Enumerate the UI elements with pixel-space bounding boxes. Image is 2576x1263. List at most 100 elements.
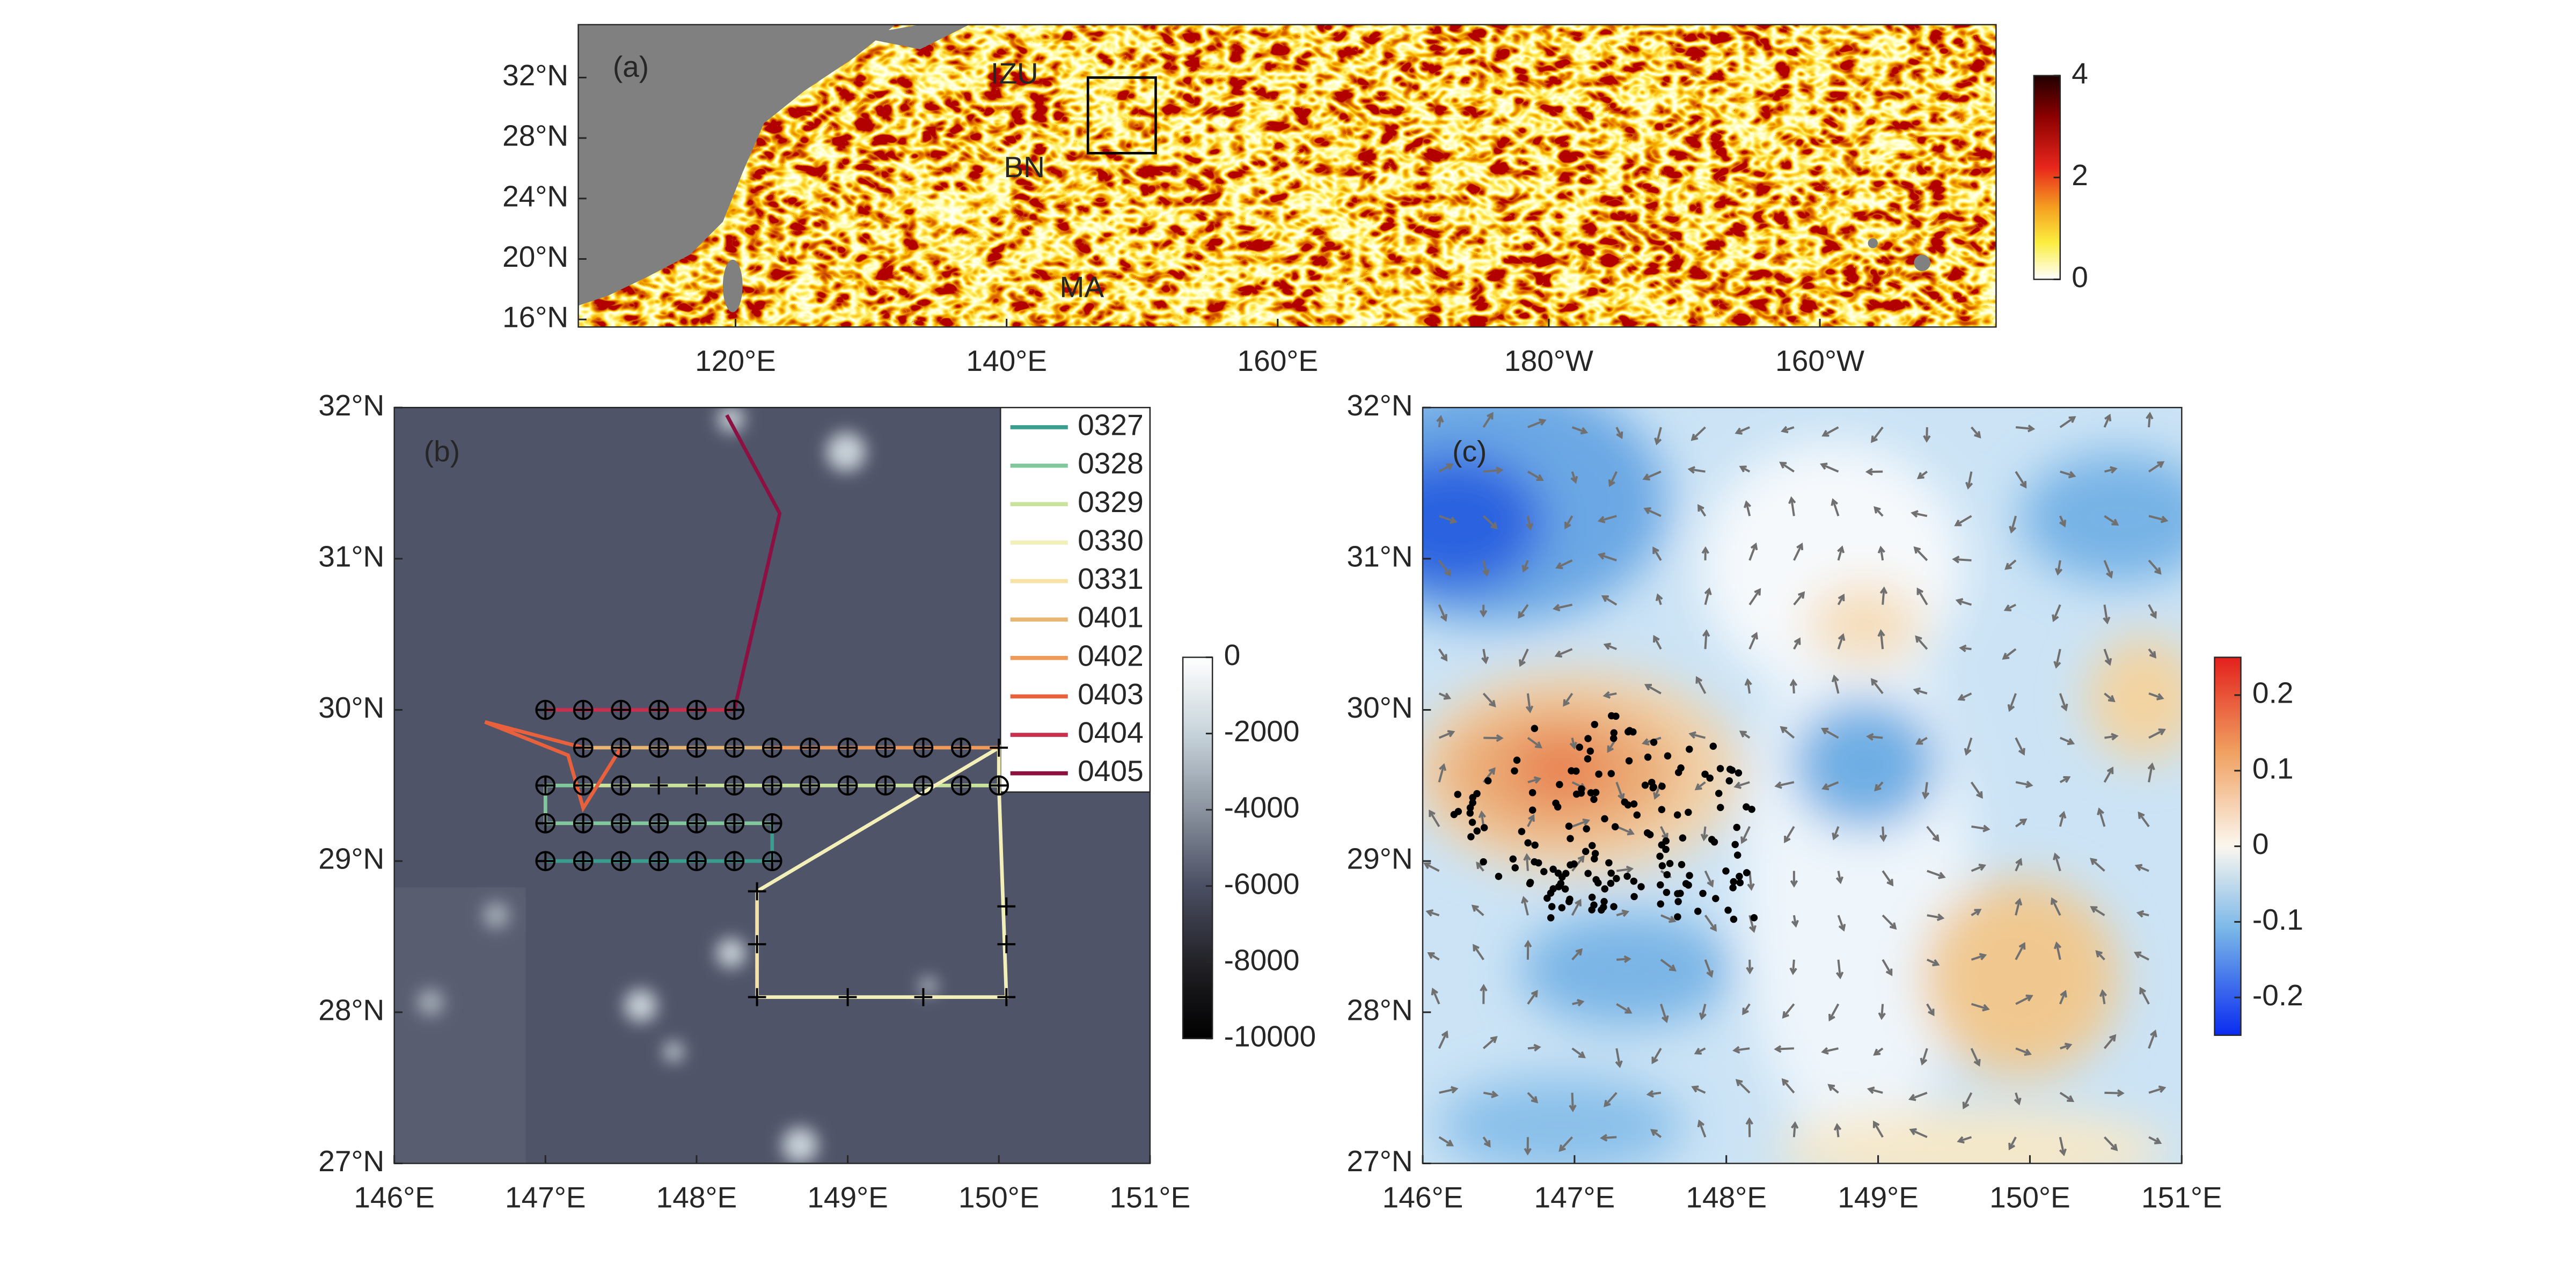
drifter-dot (1650, 739, 1658, 746)
arrow (2090, 858, 2105, 872)
drifter-dot (1678, 861, 1686, 868)
arrow (1438, 463, 1454, 473)
colorbar-tick-label: -2000 (1224, 714, 1300, 748)
arrow (1837, 633, 1846, 649)
station-plus (687, 700, 706, 719)
arrow (2014, 1092, 2022, 1106)
drifter-dot (1663, 871, 1671, 879)
drifter-dot (1454, 808, 1462, 815)
arrow (1688, 731, 1706, 739)
arrow (1926, 826, 1940, 842)
colorbar-tick-label: -8000 (1224, 943, 1300, 976)
drifter-dot (1735, 769, 1743, 777)
drifter-dot (1583, 825, 1590, 833)
drifter-dot (1725, 777, 1733, 785)
drifter-dot (1710, 838, 1718, 846)
land (722, 259, 743, 312)
station-circle (573, 738, 594, 758)
region-box (1086, 76, 1157, 155)
drifter-dot (1674, 769, 1682, 776)
drifter-dot (1540, 868, 1548, 875)
arrow (2015, 897, 2023, 916)
arrow (1971, 824, 1990, 833)
drifter-dot (1557, 880, 1565, 887)
annotation: BN (1004, 150, 1045, 184)
arrow (1480, 983, 1488, 1004)
drifter-dot (1674, 913, 1681, 921)
arrow (2134, 951, 2149, 961)
drifter-dot (1662, 845, 1670, 853)
arrow (1697, 1119, 1707, 1138)
drifter-dot (1701, 770, 1709, 778)
station-plus (536, 852, 555, 871)
x-tick-label: 160°W (1775, 344, 1864, 377)
arrow (1882, 959, 1893, 976)
x-tick-label: 146°E (354, 1180, 435, 1214)
arrow (1695, 676, 1707, 694)
arrow (2148, 1085, 2167, 1094)
station-plus (876, 776, 895, 795)
drifter-dot (1716, 765, 1724, 772)
station-plus (914, 776, 933, 795)
drifter-dot (1469, 799, 1476, 807)
drifter-dot (1722, 867, 1730, 875)
arrow (1774, 1045, 1794, 1053)
arrow (2015, 471, 2027, 489)
arrow (1482, 1036, 1498, 1049)
track-line (484, 720, 623, 813)
arrow (1837, 593, 1845, 605)
station-circle (573, 699, 594, 720)
arrow (1527, 736, 1542, 749)
station-plus (725, 700, 744, 719)
drifter-dot (1549, 885, 1557, 893)
arrow (1439, 1086, 1459, 1094)
station-circle (648, 813, 669, 834)
station-circle (535, 699, 556, 720)
x-tick-label: 146°E (1382, 1180, 1463, 1214)
arrow (2052, 604, 2061, 622)
drifter-dot (1588, 893, 1596, 901)
arrow (1874, 781, 1884, 792)
arrow (2059, 1092, 2075, 1103)
y-tick-label: 20°N (502, 240, 568, 273)
arrow (1482, 1136, 1491, 1148)
drifter-dot (1658, 806, 1666, 813)
arrow (1870, 678, 1884, 695)
drifter-dot (1609, 734, 1618, 742)
x-tick-label: 150°E (1989, 1180, 2070, 1214)
station-circle (800, 738, 821, 758)
station-circle (535, 851, 556, 872)
y-tick-label: 29°N (1347, 842, 1413, 875)
arrow (2099, 989, 2107, 1004)
station-plus (574, 700, 592, 719)
velocity-arrows (1423, 412, 2169, 1157)
arrow (1870, 426, 1884, 443)
arrow (1780, 726, 1795, 739)
arrow (1615, 427, 1623, 440)
arrow (2003, 603, 2017, 611)
station-plus (725, 776, 744, 795)
arrow (2103, 1034, 2117, 1049)
legend-label: 0404 (1078, 716, 1144, 749)
arrow (1781, 426, 1795, 434)
legend-label: 0330 (1078, 523, 1144, 557)
arrow (1872, 1120, 1884, 1138)
colorbar-tick-label: 4 (2072, 56, 2088, 90)
contours (1423, 407, 2182, 1164)
arrow (1970, 1048, 1981, 1067)
arrow (2104, 1089, 2125, 1097)
arrow (1481, 648, 1489, 665)
arrow (1687, 466, 1706, 474)
station-plus (612, 700, 630, 719)
station-plus (725, 814, 744, 833)
drifter-dot (1511, 864, 1519, 872)
arrow (2104, 692, 2116, 703)
arrow (1789, 959, 1797, 975)
colorbar-tick-label: -10000 (1224, 1019, 1316, 1053)
drifter-dot (1607, 879, 1615, 887)
station-plus (687, 739, 706, 757)
x-tick-label: 140°E (966, 344, 1047, 377)
station-circle (913, 738, 934, 758)
arrow (1694, 1047, 1706, 1055)
colorbar-tick-label: -6000 (1224, 867, 1300, 900)
